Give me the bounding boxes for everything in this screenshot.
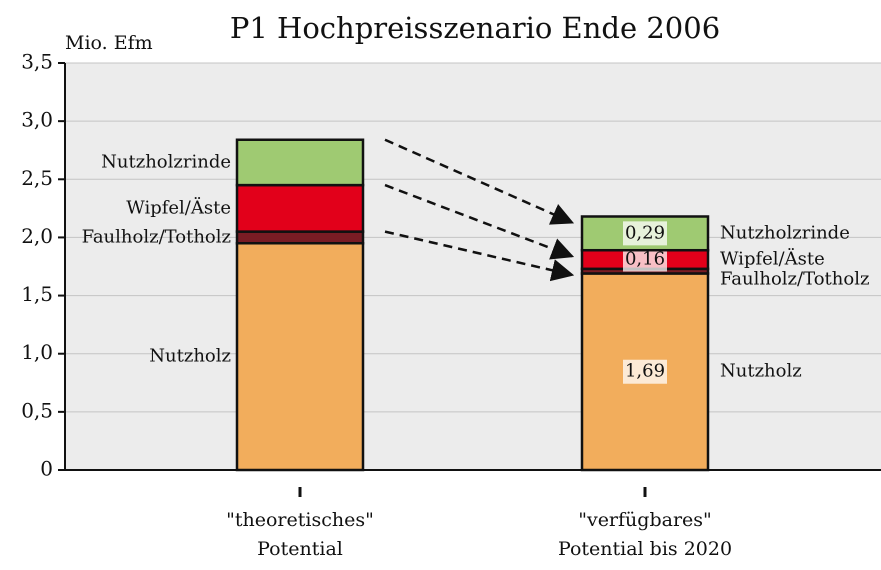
segment-name: Nutzholzrinde xyxy=(101,151,231,172)
segment-name: Faulholz/Totholz xyxy=(720,269,869,290)
segment-name: Nutzholzrinde xyxy=(720,222,850,243)
y-tick-label: 1,5 xyxy=(21,282,53,306)
x-tick-label: "theoretisches" Potential xyxy=(226,509,374,560)
segment-name: Wipfel/Äste xyxy=(126,195,231,218)
y-axis-label: Mio. Efm xyxy=(65,32,153,54)
y-tick-label: 2,5 xyxy=(21,166,53,190)
bar-segment xyxy=(235,241,365,472)
y-tick-label: 2,0 xyxy=(21,224,53,248)
segment-name: Faulholz/Totholz xyxy=(82,226,231,247)
segment-name: Nutzholz xyxy=(720,361,802,382)
segment-name: Wipfel/Äste xyxy=(720,247,825,270)
value-label-box xyxy=(623,359,667,384)
y-tick-label: 1,0 xyxy=(21,340,53,364)
arrow xyxy=(384,230,575,282)
x-tick-label: "verfügbares" Potential bis 2020 xyxy=(557,509,733,560)
bar-segment xyxy=(235,183,365,233)
value-label: 1,69 xyxy=(625,361,665,382)
bar-segment xyxy=(235,230,365,245)
value-label: 0,16 xyxy=(625,249,665,270)
value-label-box xyxy=(623,247,667,272)
value-label: 0,29 xyxy=(625,222,665,243)
y-tick-label: 3,0 xyxy=(21,108,53,132)
value-label-box xyxy=(623,221,667,246)
arrow xyxy=(384,138,575,225)
y-tick-label: 0,5 xyxy=(21,398,53,422)
bar-segment xyxy=(235,138,365,187)
y-tick-label: 0 xyxy=(40,457,53,481)
segment-name: Nutzholz xyxy=(149,346,231,367)
plot-area xyxy=(65,63,881,470)
arrow xyxy=(384,183,575,260)
y-tick-label: 3,5 xyxy=(21,50,53,74)
chart-title: P1 Hochpreisszenario Ende 2006 xyxy=(230,11,720,45)
